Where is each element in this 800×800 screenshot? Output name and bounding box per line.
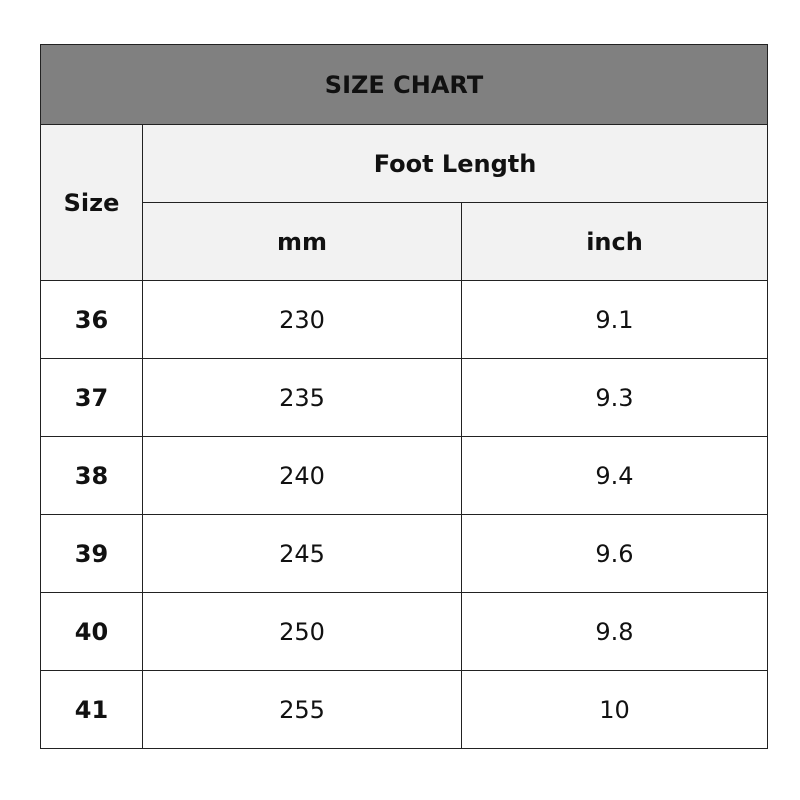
mm-cell: 240 <box>142 436 462 515</box>
mm-cell: 230 <box>142 280 462 359</box>
size-cell: 40 <box>40 592 143 671</box>
inch-cell: 9.4 <box>461 436 768 515</box>
size-cell: 37 <box>40 358 143 437</box>
inch-cell: 9.3 <box>461 358 768 437</box>
size-cell: 39 <box>40 514 143 593</box>
inch-cell: 9.8 <box>461 592 768 671</box>
header-foot-length: Foot Length <box>142 124 768 203</box>
header-mm: mm <box>142 202 462 281</box>
size-cell: 36 <box>40 280 143 359</box>
mm-cell: 235 <box>142 358 462 437</box>
table-row: 39 245 9.6 <box>40 514 768 593</box>
mm-cell: 250 <box>142 592 462 671</box>
inch-cell: 10 <box>461 670 768 749</box>
header-size: Size <box>40 124 143 281</box>
table-title: SIZE CHART <box>40 44 768 125</box>
size-cell: 38 <box>40 436 143 515</box>
table-row: 41 255 10 <box>40 670 768 749</box>
inch-cell: 9.6 <box>461 514 768 593</box>
mm-cell: 245 <box>142 514 462 593</box>
mm-cell: 255 <box>142 670 462 749</box>
inch-cell: 9.1 <box>461 280 768 359</box>
table-row: 38 240 9.4 <box>40 436 768 515</box>
header-inch: inch <box>461 202 768 281</box>
size-cell: 41 <box>40 670 143 749</box>
table-row: 40 250 9.8 <box>40 592 768 671</box>
table-row: 36 230 9.1 <box>40 280 768 359</box>
size-chart-table: SIZE CHART Size Foot Length mm inch 36 23… <box>40 44 768 749</box>
table-row: 37 235 9.3 <box>40 358 768 437</box>
